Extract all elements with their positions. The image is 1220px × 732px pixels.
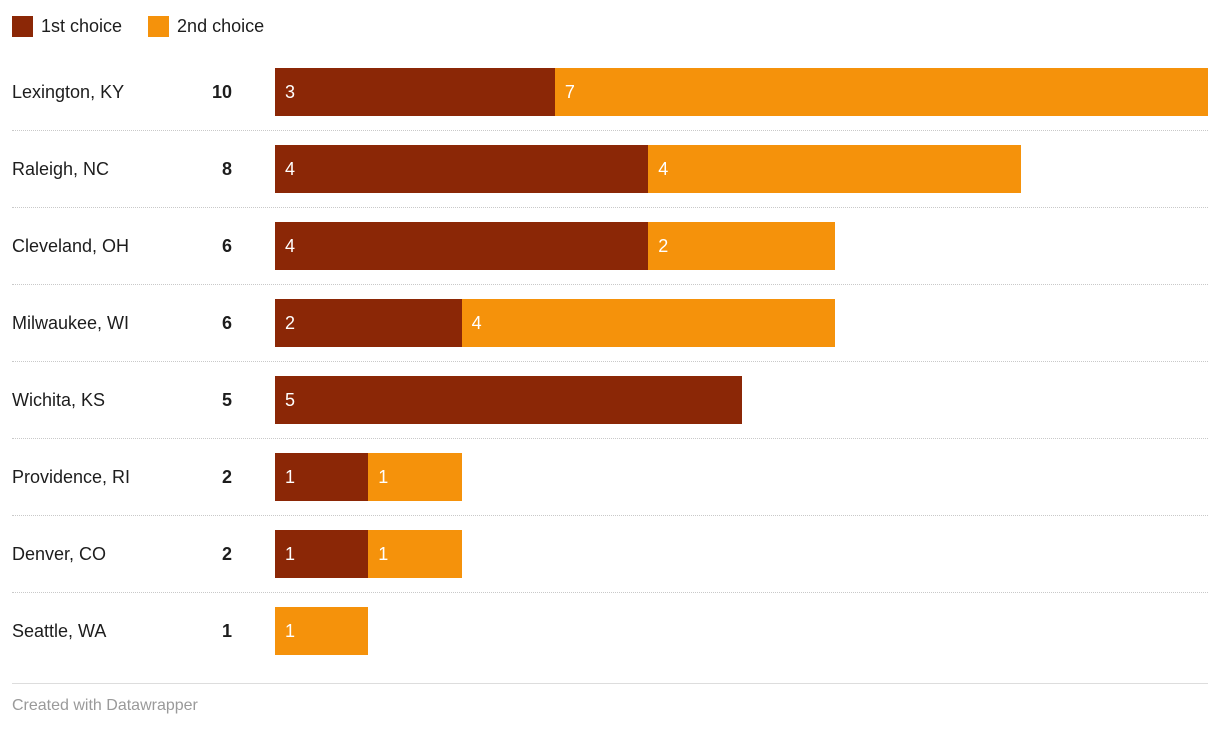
legend-swatch (12, 15, 33, 37)
chart-row: Milwaukee, WI 6 2 4 (12, 285, 1208, 362)
category-label: Lexington, KY (12, 81, 125, 102)
bar-track: 1 (275, 607, 1208, 655)
segment-value-label: 4 (285, 235, 296, 256)
chart-row: Cleveland, OH 6 4 2 (12, 208, 1208, 285)
bar-segment-second-choice[interactable]: 1 (368, 453, 462, 501)
chart-row: Wichita, KS 5 5 (12, 362, 1208, 439)
bar-segment-second-choice[interactable]: 4 (648, 145, 1022, 193)
legend-item: 1st choice (12, 14, 122, 38)
bar-segment-first-choice[interactable]: 4 (275, 145, 649, 193)
total-value: 10 (211, 81, 232, 102)
segment-value-label: 1 (378, 466, 389, 487)
segment-value-label: 1 (378, 543, 389, 564)
category-label: Providence, RI (12, 466, 131, 487)
bar-segment-second-choice[interactable]: 4 (461, 299, 835, 347)
bar-segment-second-choice[interactable]: 1 (368, 530, 462, 578)
legend-label: 2nd choice (177, 16, 265, 36)
chart-rows: Lexington, KY 10 3 7 Raleigh, NC 8 4 4 Cleveland… (12, 54, 1208, 669)
segment-value-label: 7 (564, 81, 575, 102)
bar-segment-second-choice[interactable]: 2 (648, 222, 835, 270)
chart-row: Seattle, WA 1 1 (12, 593, 1208, 669)
category-label: Seattle, WA (12, 620, 107, 641)
category-label: Milwaukee, WI (12, 312, 130, 333)
legend-swatch (148, 15, 170, 37)
segment-value-label: 2 (285, 312, 296, 333)
segment-value-label: 4 (471, 312, 482, 333)
bar-segment-first-choice[interactable]: 1 (275, 530, 369, 578)
bar-segment-second-choice[interactable]: 7 (554, 68, 1208, 116)
segment-value-label: 4 (285, 158, 296, 179)
chart-footer: Created with Datawrapper (12, 683, 1208, 715)
segment-value-label: 1 (285, 620, 296, 641)
legend: 1st choice 2nd choice (12, 14, 1208, 38)
bar-segment-first-choice[interactable]: 3 (275, 68, 555, 116)
chart-row: Providence, RI 2 1 1 (12, 439, 1208, 516)
legend-label: 1st choice (41, 16, 123, 36)
category-label: Cleveland, OH (12, 235, 130, 256)
chart-row: Lexington, KY 10 3 7 (12, 54, 1208, 131)
bar-segment-first-choice[interactable]: 5 (275, 376, 742, 424)
chart-row: Raleigh, NC 8 4 4 (12, 131, 1208, 208)
segment-value-label: 4 (658, 158, 669, 179)
legend-item: 2nd choice (148, 14, 264, 38)
segment-value-label: 3 (285, 81, 296, 102)
total-value: 6 (221, 312, 232, 333)
total-value: 2 (221, 466, 232, 487)
bar-track: 5 (275, 376, 1208, 424)
bar-segment-second-choice[interactable]: 1 (275, 607, 369, 655)
total-value: 2 (221, 543, 232, 564)
total-value: 6 (221, 235, 232, 256)
category-label: Raleigh, NC (12, 158, 110, 179)
bar-segment-first-choice[interactable]: 4 (275, 222, 649, 270)
total-value: 8 (221, 158, 232, 179)
stacked-bar-chart: 1st choice 2nd choice Lexington, KY 10 3 7 Ra… (12, 14, 1208, 715)
chart-row: Denver, CO 2 1 1 (12, 516, 1208, 593)
total-value: 1 (221, 620, 232, 641)
bar-segment-first-choice[interactable]: 2 (275, 299, 462, 347)
datawrapper-credit-link[interactable]: Created with Datawrapper (12, 697, 198, 714)
category-label: Denver, CO (12, 543, 107, 564)
category-label: Wichita, KS (12, 389, 106, 410)
segment-value-label: 2 (658, 235, 669, 256)
segment-value-label: 1 (285, 466, 296, 487)
bar-segment-first-choice[interactable]: 1 (275, 453, 369, 501)
segment-value-label: 5 (285, 389, 296, 410)
total-value: 5 (221, 389, 232, 410)
segment-value-label: 1 (285, 543, 296, 564)
